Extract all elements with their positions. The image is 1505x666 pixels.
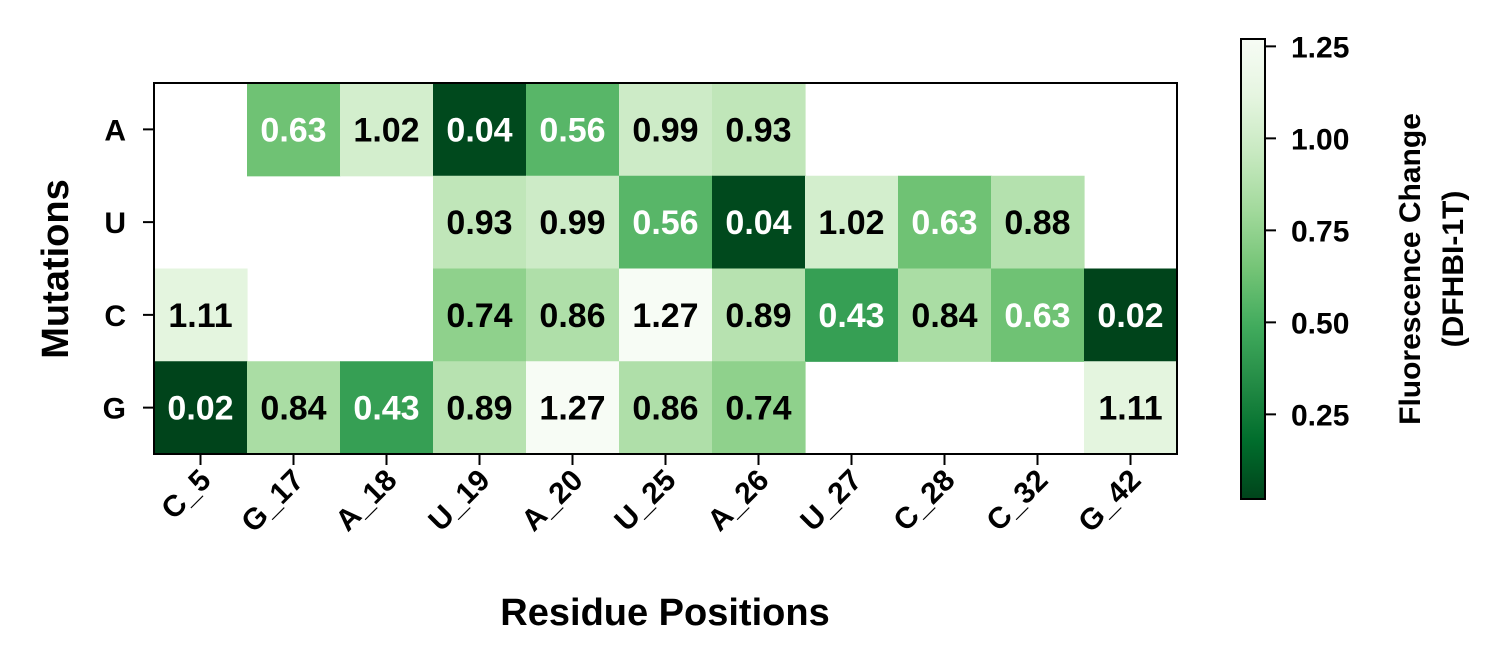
heatmap-cell xyxy=(712,175,806,270)
y-tick-label: U xyxy=(104,207,126,240)
x-tick-label: C_32 xyxy=(980,464,1054,538)
cell-value-label: 0.04 xyxy=(446,111,512,149)
heatmap-cell xyxy=(805,175,899,270)
cell-value-label: 0.88 xyxy=(1004,204,1070,242)
heatmap-cell xyxy=(247,361,341,455)
cell-value-label: 0.89 xyxy=(725,297,791,335)
x-tick-label: U_19 xyxy=(422,464,496,538)
heatmap-cell xyxy=(433,83,527,177)
x-tick-label: A_18 xyxy=(329,464,403,538)
heatmap-cell xyxy=(433,268,527,362)
cell-value-label: 0.63 xyxy=(260,111,326,149)
colorbar-ticks: 0.25 0.50 0.75 1.00 1.25 xyxy=(1265,31,1349,432)
heatmap-cell xyxy=(1084,361,1178,455)
cell-value-label: 0.43 xyxy=(818,297,884,335)
heatmap-cell xyxy=(154,361,248,455)
x-tick-label: U_25 xyxy=(608,464,682,538)
heatmap-cell xyxy=(433,361,527,455)
cell-value-label: 0.74 xyxy=(725,390,791,428)
cell-value-label: 0.74 xyxy=(446,297,512,335)
cell-value-label: 0.56 xyxy=(539,111,605,149)
y-tick-label: C xyxy=(104,300,126,333)
cell-value-label: 0.43 xyxy=(353,390,419,428)
heatmap-cell-labels: 0.63 1.02 0.04 0.56 0.99 0.93 0.93 0.99 0.56 0.04… xyxy=(167,111,1163,427)
y-axis-ticks: A U C G xyxy=(103,114,154,426)
cell-value-label: 0.86 xyxy=(539,297,605,335)
heatmap-cell xyxy=(712,83,806,177)
cell-value-label: 1.27 xyxy=(539,390,605,428)
x-tick-label: U_27 xyxy=(794,464,868,538)
x-axis-title: Residue Positions xyxy=(500,592,829,634)
heatmap-cell xyxy=(619,268,713,362)
heatmap-cell xyxy=(898,268,992,362)
cell-value-label: 0.84 xyxy=(911,297,977,335)
x-tick-label: A_26 xyxy=(701,464,775,538)
heatmap-cell xyxy=(526,83,620,177)
colorbar-tick-label: 0.75 xyxy=(1291,215,1349,248)
x-tick-label: G_17 xyxy=(235,464,310,539)
heatmap-cell xyxy=(526,361,620,455)
colorbar-tick-label: 1.25 xyxy=(1291,31,1349,64)
y-tick-label: G xyxy=(103,393,126,426)
x-tick-label: C_5 xyxy=(155,464,217,526)
cell-value-label: 0.04 xyxy=(725,204,791,242)
heatmap-cell xyxy=(805,268,899,362)
cell-value-label: 0.63 xyxy=(911,204,977,242)
heatmap-cell xyxy=(526,268,620,362)
heatmap-cell xyxy=(712,268,806,362)
colorbar-tick-label: 1.00 xyxy=(1291,123,1349,156)
colorbar-tick-label: 0.50 xyxy=(1291,307,1349,340)
cell-value-label: 0.99 xyxy=(539,204,605,242)
heatmap-cell xyxy=(712,361,806,455)
y-tick-label: A xyxy=(104,114,126,147)
x-axis-ticks: C_5 G_17 A_18 U_19 A_20 U_25 A_26 U_27 C_28 C_32 G… xyxy=(155,454,1147,539)
cell-value-label: 0.99 xyxy=(632,111,698,149)
cell-value-label: 0.02 xyxy=(1097,297,1163,335)
x-tick-label: A_20 xyxy=(515,464,589,538)
heatmap-cell xyxy=(991,175,1085,270)
cell-value-label: 0.56 xyxy=(632,204,698,242)
y-axis-title: Mutations xyxy=(35,179,77,358)
heatmap-cell xyxy=(898,175,992,270)
colorbar-tick-label: 0.25 xyxy=(1291,399,1349,432)
cell-value-label: 0.63 xyxy=(1004,297,1070,335)
heatmap-cell xyxy=(991,268,1085,362)
heatmap-cell xyxy=(340,361,434,455)
colorbar-title-line2: (DFHBI-1T) xyxy=(1437,191,1470,348)
heatmap-cell xyxy=(619,83,713,177)
colorbar-title-line1: Fluorescence Change xyxy=(1394,113,1427,425)
cell-value-label: 1.11 xyxy=(1098,390,1162,428)
cell-value-label: 1.27 xyxy=(632,297,698,335)
heatmap-cell xyxy=(619,175,713,270)
heatmap-cell xyxy=(619,361,713,455)
heatmap-cell xyxy=(1084,268,1178,362)
x-tick-label: C_28 xyxy=(887,464,961,538)
cell-value-label: 0.93 xyxy=(446,204,512,242)
cell-value-label: 1.02 xyxy=(818,204,884,242)
cell-value-label: 0.02 xyxy=(167,390,233,428)
cell-value-label: 1.02 xyxy=(353,111,419,149)
cell-value-label: 0.89 xyxy=(446,390,512,428)
x-tick-label: G_42 xyxy=(1072,464,1147,539)
heatmap-cell xyxy=(433,175,527,270)
heatmap-cell xyxy=(340,83,434,177)
colorbar xyxy=(1240,38,1266,500)
colorbar-title: Fluorescence Change (DFHBI-1T) xyxy=(1394,113,1470,425)
cell-value-label: 0.86 xyxy=(632,390,698,428)
cell-value-label: 0.84 xyxy=(260,390,326,428)
heatmap-cells xyxy=(154,83,1178,455)
cell-value-label: 0.93 xyxy=(725,111,791,149)
cell-value-label: 1.11 xyxy=(168,297,232,335)
heatmap-cell xyxy=(247,83,341,177)
heatmap-cell xyxy=(154,268,248,362)
heatmap-cell xyxy=(526,175,620,270)
